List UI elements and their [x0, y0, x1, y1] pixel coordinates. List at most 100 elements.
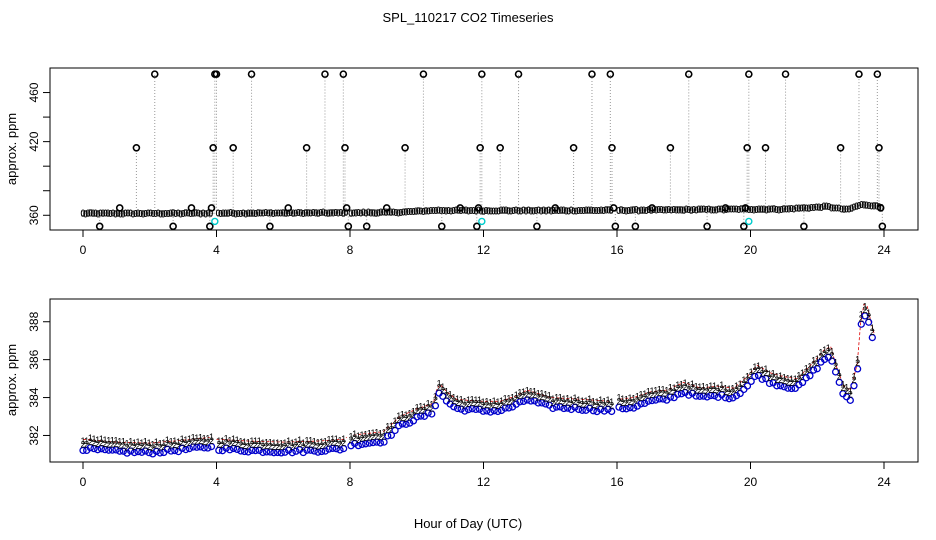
baseline-green-point: 0 — [228, 207, 233, 217]
series-2-label: 2 — [128, 440, 133, 450]
baseline-blue-point: 0 — [864, 201, 869, 211]
series-2-label: 2 — [169, 440, 174, 450]
series-2-label: 2 — [139, 442, 144, 452]
series-3-point — [604, 405, 612, 413]
baseline-blue-point: 0 — [441, 206, 446, 216]
baseline-blue-point: 0 — [689, 206, 694, 216]
baseline-blue-point: 0 — [303, 208, 308, 218]
series-1-label: 1 — [543, 389, 548, 399]
series-2-label: 2 — [528, 390, 533, 400]
series-2-label: 2 — [572, 397, 577, 407]
baseline-blue-point: 0 — [231, 209, 236, 219]
series-3-point — [182, 445, 190, 454]
series-2-label: 2 — [664, 389, 669, 399]
baseline-blue-point: 0 — [666, 205, 671, 215]
series-2-label: 2 — [202, 437, 207, 447]
baseline-green-point: 0 — [826, 201, 831, 211]
series-2-label: 2 — [616, 396, 621, 406]
series-1-label: 1 — [411, 406, 416, 416]
series-3-point — [475, 405, 484, 413]
series-3-point — [189, 443, 197, 451]
baseline-green-point: 0 — [403, 207, 408, 217]
series-1-label: 1 — [668, 383, 673, 393]
baseline-blue-point: 0 — [491, 207, 496, 217]
series-1-label: 1 — [587, 394, 592, 404]
series-2-label: 2 — [539, 392, 544, 402]
baseline-green-point: 0 — [353, 208, 358, 218]
series-2-label: 2 — [602, 400, 607, 410]
baseline-blue-point: 0 — [221, 209, 226, 219]
baseline-green-point: 0 — [629, 205, 634, 215]
series-1-label: 1 — [796, 370, 801, 380]
baseline-green-point: 0 — [671, 204, 676, 214]
baseline-blue-point: 0 — [496, 207, 501, 217]
series-2-label: 2 — [774, 375, 779, 385]
baseline-green-point: 0 — [559, 205, 564, 215]
baseline-blue-point: 0 — [806, 204, 811, 214]
series-3-point — [615, 403, 623, 411]
series-2-label: 2 — [433, 395, 438, 405]
baseline-green-point: 0 — [829, 203, 834, 213]
baseline-blue-point: 0 — [483, 206, 488, 216]
spike-marker — [878, 222, 887, 231]
series-2-label: 2 — [561, 398, 566, 408]
series-2-label: 2 — [268, 441, 273, 451]
series-3-point — [409, 417, 418, 425]
series-2-label: 2 — [554, 396, 559, 406]
series-1-label: 1 — [326, 435, 331, 445]
baseline-blue-point: 0 — [571, 207, 576, 217]
baseline-blue-point: 0 — [856, 201, 861, 211]
spike-marker — [551, 204, 560, 212]
spike-marker — [95, 222, 104, 231]
baseline-green-point: 0 — [358, 208, 363, 218]
series-1-label: 1 — [459, 395, 464, 405]
baseline-green-point: 0 — [644, 205, 649, 215]
baseline-blue-point: 0 — [383, 208, 388, 218]
spike-marker — [132, 143, 141, 152]
baseline-blue-point: 0 — [796, 204, 801, 214]
baseline-blue-point: 0 — [273, 209, 278, 219]
series-1-label: 1 — [128, 437, 133, 447]
baseline-blue-point: 0 — [684, 205, 689, 215]
series-2-label: 2 — [811, 359, 816, 369]
series-2-label: 2 — [547, 394, 552, 404]
baseline-green-point: 0 — [428, 205, 433, 215]
series-3-point — [273, 448, 282, 457]
baseline-green-point: 0 — [731, 204, 736, 214]
baseline-blue-point: 0 — [751, 205, 756, 215]
series-1-label: 1 — [147, 438, 152, 448]
spike-marker — [740, 222, 748, 231]
series-2-label: 2 — [304, 440, 309, 450]
baseline-blue-point: 0 — [749, 205, 754, 215]
series-3-point — [387, 431, 396, 439]
series-1-label: 1 — [84, 436, 89, 446]
series-3-point — [281, 448, 289, 456]
series-1-label: 1 — [238, 436, 243, 446]
series-1-label: 1 — [312, 437, 317, 447]
baseline-green-point: 0 — [581, 205, 586, 215]
baseline-blue-point: 0 — [241, 209, 246, 219]
baseline-blue-point: 0 — [824, 202, 829, 212]
baseline-blue-point: 0 — [801, 203, 806, 213]
baseline-green-point: 0 — [303, 208, 308, 218]
baseline-green-point: 0 — [423, 206, 428, 216]
baseline-blue-point: 0 — [168, 209, 173, 219]
series-3-point — [523, 396, 531, 404]
series-1-label: 1 — [488, 398, 493, 408]
series-2-label: 2 — [859, 314, 864, 324]
spike-marker — [745, 70, 753, 78]
baseline-blue-point: 0 — [343, 208, 348, 218]
series-2-label: 2 — [587, 398, 592, 408]
series-2-label: 2 — [400, 413, 405, 423]
baseline-blue-point: 0 — [256, 208, 261, 218]
spike-marker — [456, 204, 464, 212]
series-2-label: 2 — [297, 439, 302, 449]
baseline-green-point: 0 — [203, 209, 208, 219]
series-2-label: 2 — [374, 431, 379, 441]
series-3-point — [328, 444, 337, 453]
baseline-blue-point: 0 — [396, 208, 401, 218]
series-2-label: 2 — [628, 397, 633, 407]
series-1-label: 1 — [514, 390, 519, 400]
